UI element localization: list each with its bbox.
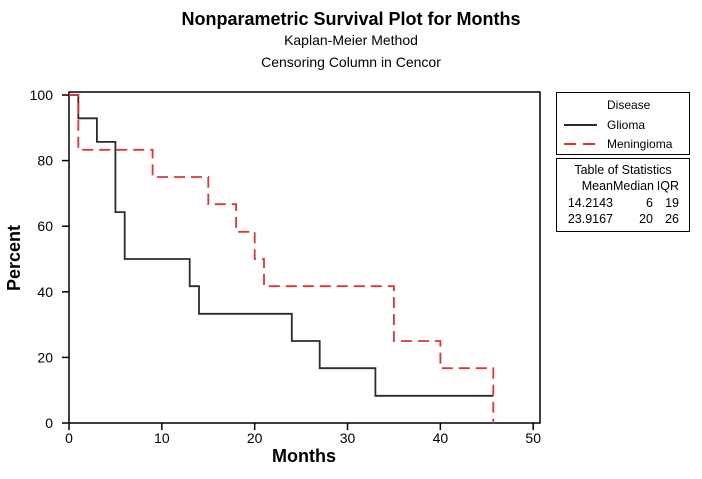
stats-iqr-meningioma: 26 — [665, 212, 679, 226]
legend-label-glioma: Glioma — [607, 117, 646, 132]
stats-header-row: Mean Median IQR — [557, 178, 689, 195]
subtitle-censoring: Censoring Column in Cencor — [261, 54, 441, 70]
legend: Disease Glioma Meningioma — [556, 92, 690, 155]
y-tick-label: 80 — [37, 153, 53, 169]
glioma-curve — [69, 94, 494, 397]
y-tick-label: 0 — [45, 415, 53, 431]
stats-col-mean: Mean — [581, 179, 613, 193]
subtitle-method: Kaplan-Meier Method — [284, 32, 418, 48]
stats-col-median: Median — [613, 179, 654, 193]
legend-label-meningioma: Meningioma — [607, 136, 673, 151]
x-tick-label: 50 — [525, 430, 541, 446]
legend-title: Disease — [607, 98, 651, 112]
y-tick-label: 100 — [30, 87, 54, 103]
x-tick-label: 10 — [154, 430, 170, 446]
stats-col-iqr: IQR — [656, 179, 679, 193]
stats-iqr-glioma: 19 — [665, 195, 679, 210]
x-tick-label: 40 — [433, 430, 449, 446]
legend-item-meningioma: Meningioma — [557, 134, 689, 153]
y-tick-label: 40 — [37, 284, 53, 300]
y-tick-label: 60 — [37, 218, 53, 234]
meningioma-line-sample-icon — [564, 142, 597, 145]
plot-frame — [68, 91, 541, 424]
glioma-line-sample-icon — [564, 123, 597, 126]
stats-title: Table of Statistics — [574, 163, 672, 177]
stats-median-glioma: 6 — [646, 195, 653, 210]
table-of-statistics: Table of Statistics Mean Median IQR 14.2… — [556, 158, 690, 232]
x-tick-label: 0 — [65, 430, 73, 446]
meningioma-curve — [69, 94, 495, 423]
stats-row-glioma: 14.2143 6 19 — [557, 195, 689, 212]
x-tick-label: 20 — [247, 430, 263, 446]
stats-median-meningioma: 20 — [639, 212, 653, 226]
legend-item-glioma: Glioma — [557, 115, 689, 134]
x-tick-label: 30 — [340, 430, 356, 446]
stats-row-meningioma: 23.9167 20 26 — [557, 211, 689, 228]
x-axis-title: Months — [272, 446, 336, 466]
y-axis-title: Percent — [4, 224, 24, 292]
page-title: Nonparametric Survival Plot for Months — [181, 9, 521, 29]
stats-mean-glioma: 14.2143 — [567, 195, 613, 210]
y-tick-label: 20 — [37, 349, 53, 365]
stats-mean-meningioma: 23.9167 — [567, 212, 613, 226]
